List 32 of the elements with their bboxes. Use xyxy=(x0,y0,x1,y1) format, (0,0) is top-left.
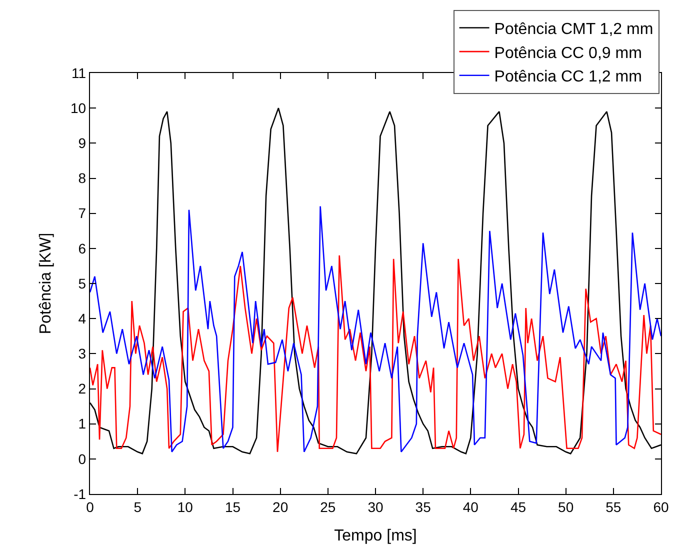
x-tick-label: 20 xyxy=(272,498,288,515)
x-tick-label: 15 xyxy=(224,498,241,515)
legend-label: Potência CC 0,9 mm xyxy=(494,44,642,62)
y-tick-label: 2 xyxy=(78,380,86,397)
x-tick-label: 50 xyxy=(558,498,574,515)
y-tick-label: 8 xyxy=(78,170,86,186)
y-tick-label: -1 xyxy=(74,486,86,502)
y-tick-label: 10 xyxy=(70,100,86,116)
y-tick-label: 3 xyxy=(78,346,86,362)
y-tick-label: 1 xyxy=(78,416,86,432)
y-tick-label: 0 xyxy=(78,450,86,467)
x-tick-label: 5 xyxy=(134,498,142,515)
x-tick-label: 60 xyxy=(653,498,669,515)
x-tick-label: 30 xyxy=(368,498,384,515)
x-tick-label: 25 xyxy=(320,498,336,515)
x-tick-label: 10 xyxy=(177,498,194,515)
y-tick-label: 11 xyxy=(72,64,86,81)
y-tick-label: 4 xyxy=(78,310,86,326)
y-tick-label: 7 xyxy=(78,205,86,222)
line-series xyxy=(90,254,661,453)
y-tick-label: 9 xyxy=(78,135,86,152)
y-tick-label: 6 xyxy=(78,240,86,256)
x-axis-title: Tempo [ms] xyxy=(334,528,417,545)
x-tick-label: 55 xyxy=(606,498,622,515)
y-tick-label: 5 xyxy=(78,275,86,292)
x-tick-label: 40 xyxy=(462,498,479,515)
y-axis-title: Potência [KW] xyxy=(37,232,54,334)
legend-label: Potência CC 1,2 mm xyxy=(494,68,642,86)
legend-label: Potência CMT 1,2 mm xyxy=(494,20,654,38)
x-tick-label: 45 xyxy=(510,498,526,515)
x-tick-label: 35 xyxy=(415,498,432,515)
line-series xyxy=(90,206,661,453)
